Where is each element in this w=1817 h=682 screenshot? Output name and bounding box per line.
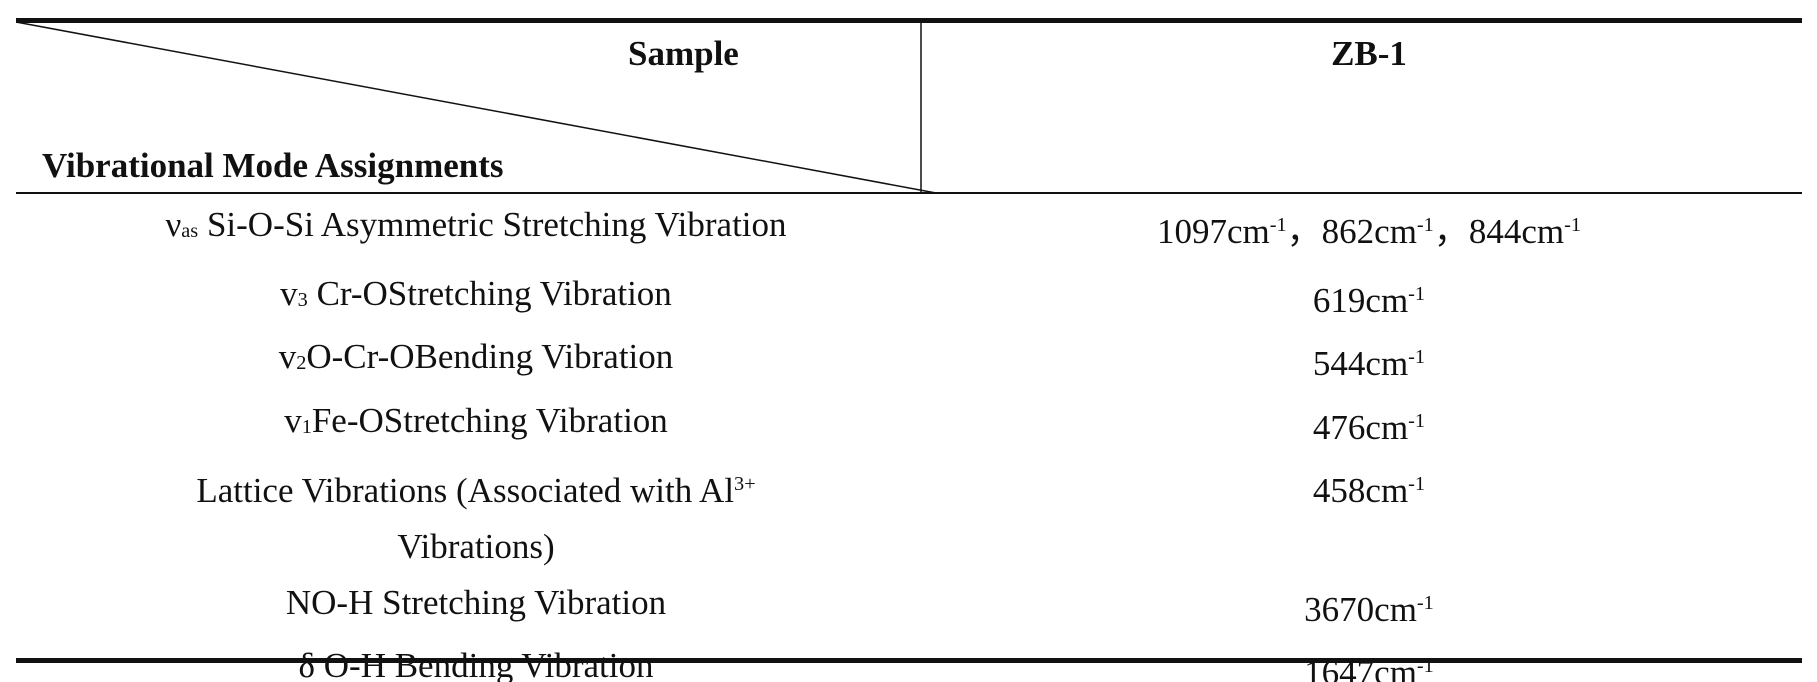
text-segment: NO-H Stretching Vibration	[285, 582, 667, 622]
supscript: -1	[1408, 283, 1426, 306]
table-row: δ O-H Bending Vibration 1647cm-1	[16, 638, 1802, 682]
mode-cell: v3 Cr-OStretching Vibration	[16, 266, 936, 329]
subscript: 1	[301, 415, 312, 438]
text-segment: ，862cm	[1286, 212, 1417, 252]
mode-cell: νas Si-O-Si Asymmetric Stretching Vibrat…	[16, 197, 936, 260]
subscript: as	[181, 220, 199, 242]
value-cell: 544cm-1	[936, 329, 1802, 392]
value-cell: 619cm-1	[936, 266, 1802, 329]
value-cell: 1097cm-1，862cm-1，844cm-1	[936, 197, 1802, 260]
diagonal-line	[15, 21, 937, 194]
value-cell: 458cm-1	[936, 456, 1802, 575]
text-segment: Si-O-Si Asymmetric Stretching Vibration	[198, 205, 787, 244]
text-segment: 3670cm	[1304, 590, 1417, 630]
cell-line: 1647cm-1	[936, 638, 1802, 682]
table-row: Lattice Vibrations (Associated with Al3+…	[16, 456, 1802, 575]
cell-line: NO-H Stretching Vibration	[16, 575, 936, 631]
text-segment: Cr-OStretching Vibration	[307, 274, 672, 314]
text-segment: Vibrations)	[397, 526, 555, 566]
cell-line: 458cm-1	[936, 456, 1802, 519]
text-segment: Lattice Vibrations (Associated with Al	[196, 470, 735, 510]
cell-line: 1097cm-1，862cm-1，844cm-1	[936, 197, 1802, 260]
text-segment: v	[280, 274, 298, 314]
cell-line: 476cm-1	[936, 393, 1802, 456]
cell-line: νas Si-O-Si Asymmetric Stretching Vibrat…	[16, 197, 936, 259]
text-segment: ，844cm	[1433, 212, 1565, 252]
text-segment: ν	[165, 205, 182, 244]
text-segment: 1097cm	[1156, 212, 1270, 252]
text-segment: v	[284, 400, 302, 440]
cell-line: δ O-H Bending Vibration	[16, 638, 936, 682]
supscript: 3+	[734, 472, 756, 495]
cell-line: 544cm-1	[936, 329, 1802, 392]
table-row: v2O-Cr-OBending Vibration 544cm-1	[16, 329, 1802, 392]
table-row: v1Fe-OStretching Vibration 476cm-1	[16, 393, 1802, 456]
cell-line: Lattice Vibrations (Associated with Al3+	[16, 456, 936, 519]
cell-line: v1Fe-OStretching Vibration	[16, 393, 936, 455]
supscript: -1	[1416, 214, 1434, 236]
mode-cell: v2O-Cr-OBending Vibration	[16, 329, 936, 392]
corner-bottom-label: Vibrational Mode Assignments	[42, 146, 504, 185]
corner-top-label: Sample	[628, 34, 739, 73]
top-rule	[16, 18, 1802, 23]
subscript: 2	[296, 352, 307, 375]
mode-cell: δ O-H Bending Vibration	[16, 638, 936, 682]
table-row: v3 Cr-OStretching Vibration 619cm-1	[16, 266, 1802, 329]
subscript: 3	[297, 289, 308, 312]
text-segment: 458cm	[1312, 470, 1409, 510]
mode-cell: v1Fe-OStretching Vibration	[16, 393, 936, 456]
supscript: -1	[1269, 214, 1287, 236]
cell-line: 3670cm-1	[936, 575, 1802, 638]
text-segment: 1647cm	[1304, 653, 1417, 682]
cell-line: v2O-Cr-OBending Vibration	[16, 329, 936, 391]
cell-line: Vibrations)	[16, 519, 936, 575]
cell-line: v3 Cr-OStretching Vibration	[16, 266, 936, 328]
text-segment: δ O-H Bending Vibration	[298, 646, 654, 682]
supscript: -1	[1408, 472, 1426, 495]
text-segment: 544cm	[1312, 344, 1409, 384]
supscript: -1	[1408, 409, 1426, 432]
value-cell: 1647cm-1	[936, 638, 1802, 682]
bottom-rule	[16, 658, 1802, 663]
table-row: νas Si-O-Si Asymmetric Stretching Vibrat…	[16, 197, 1802, 260]
table-row: NO-H Stretching Vibration 3670cm-1	[16, 575, 1802, 638]
text-segment: 619cm	[1312, 281, 1409, 321]
text-segment: O-Cr-OBending Vibration	[306, 337, 674, 377]
supscript: -1	[1408, 346, 1426, 369]
text-segment: Fe-OStretching Vibration	[311, 400, 668, 440]
supscript: -1	[1416, 591, 1434, 614]
column-header: ZB-1	[1331, 34, 1407, 73]
value-cell: 476cm-1	[936, 393, 1802, 456]
supscript: -1	[1564, 214, 1581, 236]
cell-line: 619cm-1	[936, 266, 1802, 329]
mode-cell: Lattice Vibrations (Associated with Al3+…	[16, 456, 936, 575]
table-body: νas Si-O-Si Asymmetric Stretching Vibrat…	[16, 197, 1802, 682]
mode-cell: NO-H Stretching Vibration	[16, 575, 936, 638]
header-rule	[16, 192, 1802, 194]
supscript: -1	[1416, 655, 1434, 678]
text-segment: v	[278, 337, 297, 377]
text-segment: 476cm	[1312, 407, 1409, 447]
value-cell: 3670cm-1	[936, 575, 1802, 638]
